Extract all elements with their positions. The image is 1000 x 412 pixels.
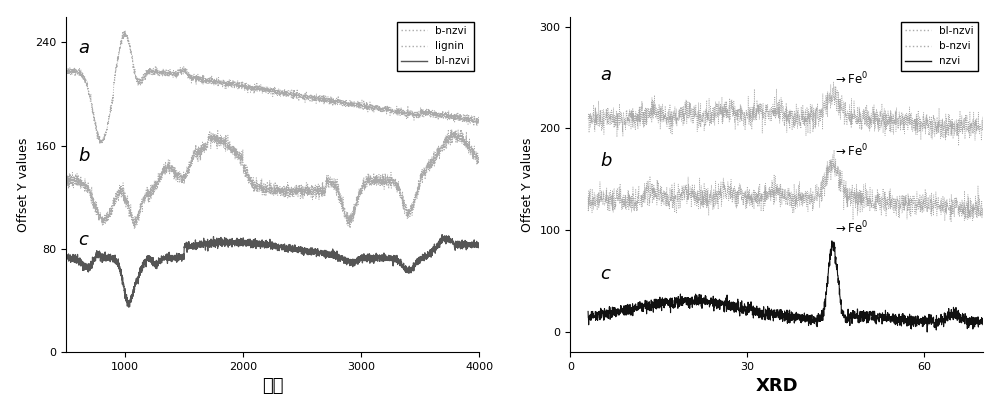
- lignin: [441, 132, 453, 137]
- lignin: [323, 180, 335, 185]
- nzvi: [977, 320, 989, 325]
- b-nzvi: [441, 114, 453, 119]
- bl-nzvi: [146, 259, 158, 264]
- nzvi: [921, 330, 933, 335]
- bl-nzvi: [827, 79, 839, 84]
- bl-nzvi: [441, 234, 453, 239]
- b-nzvi: [774, 204, 786, 209]
- bl-nzvi: [473, 242, 485, 247]
- Text: $\rightarrow$Fe$^{0}$: $\rightarrow$Fe$^{0}$: [833, 220, 868, 236]
- bl-nzvi: [582, 117, 594, 122]
- Text: a: a: [600, 66, 611, 84]
- nzvi: [893, 318, 905, 323]
- b-nzvi: [119, 28, 131, 33]
- Text: c: c: [78, 231, 88, 249]
- b-nzvi: [945, 220, 957, 225]
- nzvi: [826, 239, 838, 243]
- lignin: [473, 158, 485, 163]
- nzvi: [602, 316, 614, 321]
- X-axis label: XRD: XRD: [756, 377, 798, 396]
- b-nzvi: [582, 194, 594, 199]
- b-nzvi: [147, 68, 159, 73]
- lignin: [452, 127, 464, 132]
- bl-nzvi: [210, 239, 222, 244]
- bl-nzvi: [305, 251, 317, 256]
- Line: bl-nzvi: bl-nzvi: [66, 234, 479, 307]
- b-nzvi: [828, 147, 840, 152]
- bl-nzvi: [60, 254, 72, 259]
- b-nzvi: [60, 68, 72, 73]
- lignin: [60, 174, 72, 179]
- nzvi: [582, 309, 594, 314]
- Line: bl-nzvi: bl-nzvi: [588, 82, 983, 146]
- b-nzvi: [977, 203, 989, 208]
- nzvi: [966, 316, 978, 321]
- bl-nzvi: [966, 130, 978, 135]
- lignin: [305, 188, 317, 193]
- lignin: [128, 226, 140, 231]
- b-nzvi: [210, 81, 222, 86]
- bl-nzvi: [953, 143, 965, 148]
- b-nzvi: [893, 215, 905, 220]
- Y-axis label: Offset Y values: Offset Y values: [521, 137, 534, 232]
- bl-nzvi: [123, 304, 135, 309]
- b-nzvi: [255, 87, 267, 92]
- nzvi: [764, 312, 776, 317]
- b-nzvi: [764, 184, 776, 189]
- bl-nzvi: [966, 130, 978, 135]
- lignin: [255, 184, 267, 189]
- Y-axis label: Offset Y values: Offset Y values: [17, 137, 30, 232]
- b-nzvi: [966, 204, 978, 208]
- b-nzvi: [323, 95, 335, 100]
- Legend: bl-nzvi, b-nzvi, nzvi: bl-nzvi, b-nzvi, nzvi: [901, 22, 978, 70]
- bl-nzvi: [602, 106, 614, 111]
- nzvi: [966, 322, 978, 327]
- bl-nzvi: [774, 115, 786, 119]
- bl-nzvi: [893, 115, 905, 120]
- bl-nzvi: [323, 254, 335, 259]
- Text: c: c: [600, 265, 610, 283]
- Legend: b-nzvi, lignin, bl-nzvi: b-nzvi, lignin, bl-nzvi: [397, 22, 474, 70]
- b-nzvi: [94, 141, 106, 146]
- Text: b: b: [78, 147, 89, 165]
- Line: nzvi: nzvi: [588, 241, 983, 332]
- b-nzvi: [966, 209, 978, 214]
- Text: $\rightarrow$Fe$^{0}$: $\rightarrow$Fe$^{0}$: [833, 142, 868, 159]
- bl-nzvi: [977, 128, 989, 133]
- nzvi: [774, 313, 786, 318]
- Text: b: b: [600, 152, 611, 170]
- bl-nzvi: [436, 232, 448, 237]
- Text: a: a: [78, 39, 89, 57]
- bl-nzvi: [255, 241, 267, 246]
- Text: $\rightarrow$Fe$^{0}$: $\rightarrow$Fe$^{0}$: [833, 71, 868, 88]
- X-axis label: 红外: 红外: [262, 377, 283, 396]
- Line: b-nzvi: b-nzvi: [66, 30, 479, 144]
- b-nzvi: [305, 95, 317, 100]
- lignin: [210, 139, 222, 144]
- Line: lignin: lignin: [66, 129, 479, 228]
- b-nzvi: [473, 119, 485, 124]
- lignin: [146, 183, 158, 188]
- Line: b-nzvi: b-nzvi: [588, 150, 983, 222]
- b-nzvi: [602, 208, 614, 213]
- bl-nzvi: [764, 115, 776, 120]
